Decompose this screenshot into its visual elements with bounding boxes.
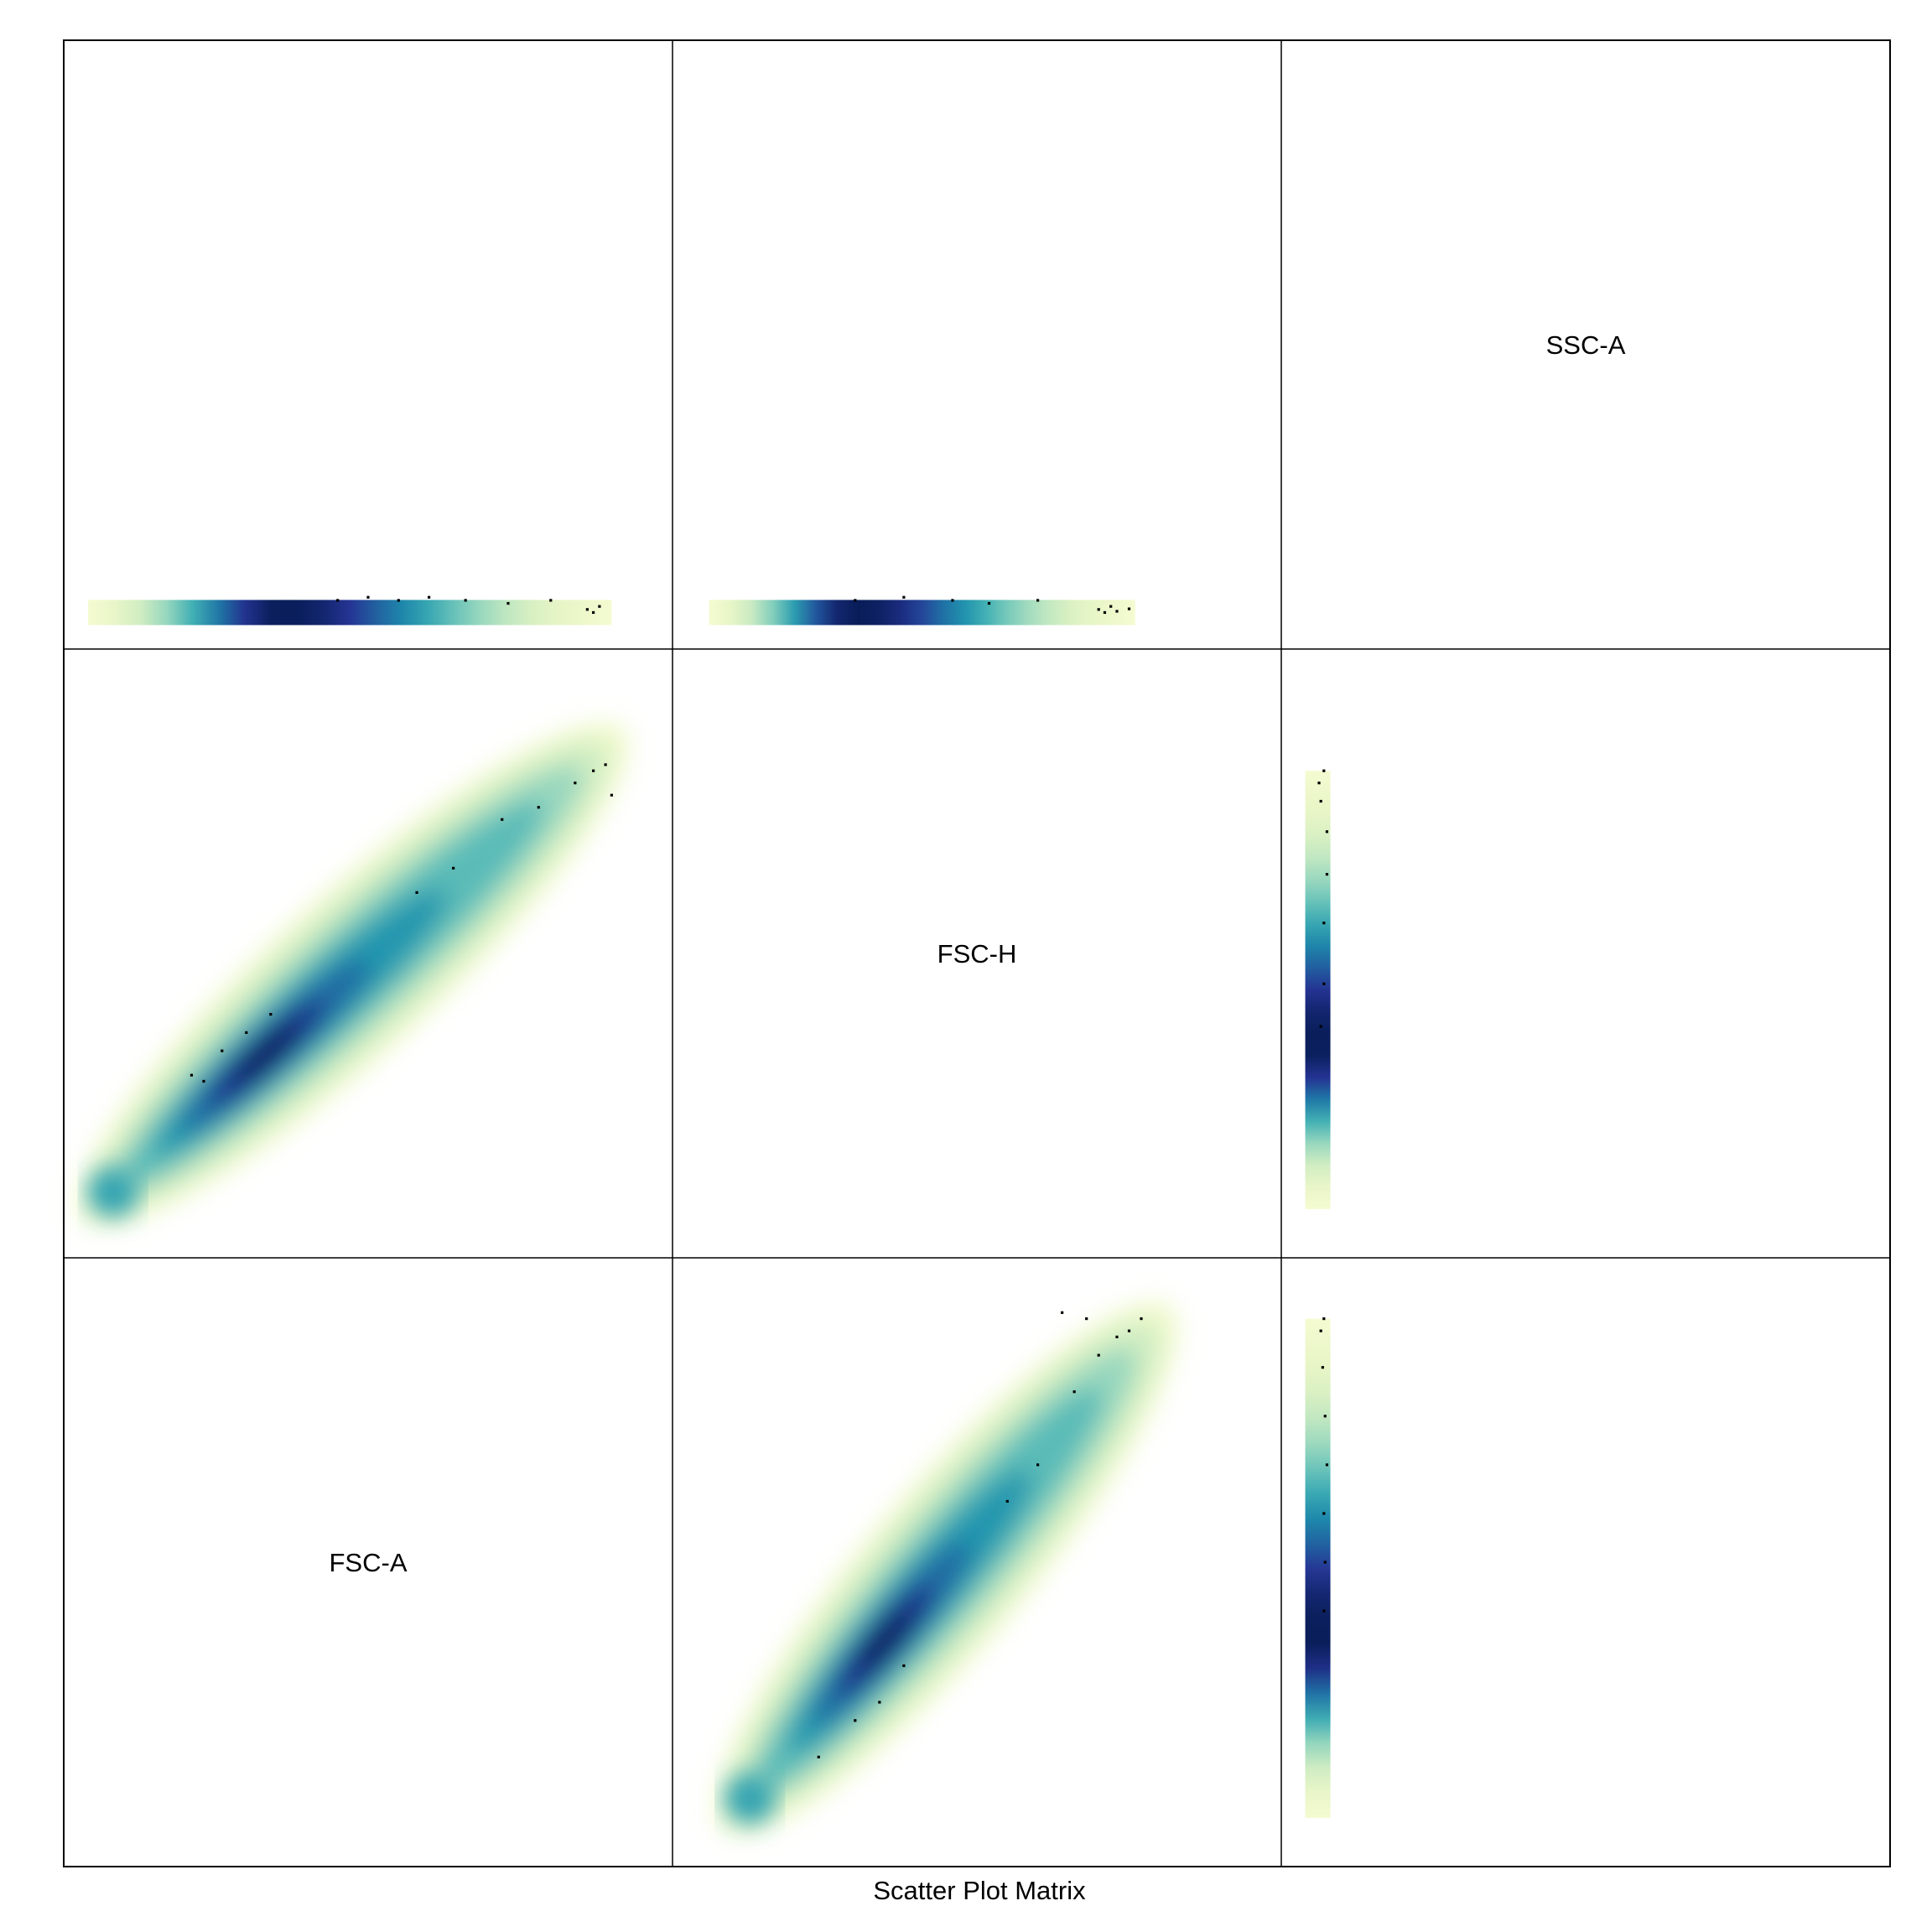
variable-label-fsc-a: FSC-A bbox=[330, 1548, 408, 1577]
outlier-point bbox=[1322, 982, 1326, 985]
outlier-point bbox=[221, 1049, 224, 1052]
outlier-point bbox=[1115, 1335, 1119, 1338]
outlier-point bbox=[1115, 610, 1119, 613]
panel-fsc-h-vs-ssc-a bbox=[709, 595, 1135, 626]
outlier-point bbox=[1322, 1512, 1326, 1515]
outlier-point bbox=[1085, 1317, 1088, 1321]
outlier-point bbox=[1319, 1025, 1322, 1028]
outlier-point bbox=[537, 806, 540, 809]
outlier-point bbox=[951, 599, 954, 602]
outlier-point bbox=[549, 599, 553, 602]
variable-labels: FSC-A FSC-H SSC-A bbox=[330, 330, 1626, 1577]
outlier-point bbox=[428, 595, 431, 599]
outlier-point bbox=[1322, 922, 1326, 925]
panel-ssc-a-vs-fsc-a bbox=[1305, 1317, 1331, 1818]
density-contour bbox=[234, 1024, 299, 1083]
panels bbox=[76, 595, 1331, 1836]
density-band bbox=[1305, 771, 1331, 1209]
outlier-point bbox=[1325, 1463, 1329, 1467]
outlier-point bbox=[1140, 1317, 1143, 1321]
panel-ssc-a-vs-fsc-h bbox=[1305, 769, 1331, 1209]
outlier-point bbox=[854, 1719, 857, 1722]
density-contour bbox=[858, 1609, 912, 1671]
outlier-point bbox=[610, 793, 613, 797]
outlier-point bbox=[1325, 873, 1329, 876]
outlier-point bbox=[1127, 1329, 1131, 1332]
outlier-point bbox=[1036, 1463, 1040, 1467]
outlier-point bbox=[574, 782, 577, 785]
outlier-point bbox=[604, 763, 607, 766]
outlier-point bbox=[1097, 608, 1100, 611]
outlier-point bbox=[452, 866, 455, 870]
density-band bbox=[1305, 1318, 1331, 1818]
outlier-point bbox=[878, 1701, 881, 1704]
outlier-point bbox=[585, 608, 589, 611]
outlier-point bbox=[336, 599, 340, 602]
outer-border bbox=[63, 39, 1891, 1867]
outlier-point bbox=[1061, 1311, 1064, 1314]
variable-label-ssc-a: SSC-A bbox=[1546, 330, 1626, 360]
panel-fsc-a-vs-ssc-a bbox=[88, 595, 612, 626]
outlier-point bbox=[987, 601, 991, 605]
outlier-point bbox=[1323, 1415, 1327, 1418]
density-cloud bbox=[76, 722, 630, 1228]
outlier-point bbox=[1323, 1561, 1327, 1564]
outlier-point bbox=[1072, 1390, 1076, 1394]
outlier-point bbox=[269, 1013, 273, 1016]
outlier-point bbox=[1005, 1499, 1009, 1503]
outlier-point bbox=[1319, 1329, 1322, 1332]
outlier-point bbox=[190, 1073, 194, 1077]
outlier-point bbox=[1109, 605, 1113, 608]
density-contour bbox=[87, 1166, 138, 1218]
outlier-point bbox=[817, 1755, 820, 1758]
density-band bbox=[709, 600, 1135, 626]
outlier-point bbox=[854, 599, 857, 602]
outlier-point bbox=[1325, 830, 1329, 834]
outlier-point bbox=[245, 1031, 248, 1034]
outlier-point bbox=[1322, 1317, 1326, 1321]
outlier-point bbox=[1319, 799, 1322, 803]
outlier-point bbox=[1317, 782, 1321, 785]
outlier-point bbox=[415, 891, 418, 894]
outlier-point bbox=[1127, 607, 1131, 610]
density-contour bbox=[724, 1774, 776, 1825]
density-cloud bbox=[714, 1301, 1179, 1836]
outlier-point bbox=[1036, 599, 1040, 602]
outlier-point bbox=[202, 1079, 205, 1083]
panel-fsc-a-vs-fsc-h bbox=[76, 722, 630, 1228]
variable-label-fsc-h: FSC-H bbox=[937, 939, 1017, 969]
outlier-point bbox=[1322, 769, 1326, 772]
outlier-point bbox=[366, 595, 370, 599]
outlier-point bbox=[902, 595, 906, 599]
outlier-point bbox=[1097, 1353, 1100, 1357]
matrix-frame bbox=[63, 39, 1891, 1867]
outlier-point bbox=[501, 818, 504, 821]
outlier-point bbox=[1103, 610, 1107, 615]
outlier-point bbox=[506, 601, 510, 605]
density-band bbox=[88, 600, 612, 626]
outlier-point bbox=[592, 769, 595, 772]
outlier-point bbox=[1322, 1609, 1326, 1613]
outlier-point bbox=[902, 1664, 906, 1668]
outlier-point bbox=[592, 610, 595, 615]
outlier-point bbox=[397, 599, 400, 602]
panel-fsc-h-vs-fsc-a bbox=[714, 1301, 1179, 1836]
outlier-point bbox=[464, 599, 467, 602]
outlier-point bbox=[1321, 1366, 1324, 1369]
x-axis-label: Scatter Plot Matrix bbox=[873, 1876, 1086, 1905]
outlier-point bbox=[598, 605, 601, 608]
